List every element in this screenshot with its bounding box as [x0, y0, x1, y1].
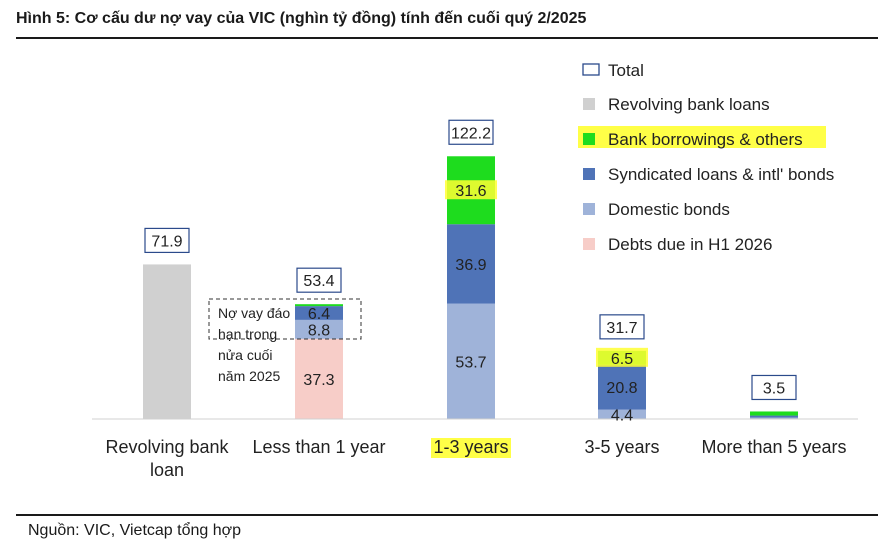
total-label-0: 71.9 — [151, 233, 182, 250]
annotation-line-4: năm 2025 — [218, 368, 280, 384]
legend-swatch-total — [582, 63, 600, 76]
legend-swatch-syndicated-loans-intl-bonds — [583, 168, 595, 180]
legend-highlight — [578, 126, 826, 148]
category-label-1-0: Less than 1 year — [252, 437, 385, 457]
annotation-line-2: hạn trong — [218, 326, 277, 342]
category-label-4-0: More than 5 years — [701, 437, 846, 457]
source-note: Nguồn: VIC, Vietcap tổng hợp — [28, 522, 241, 539]
category-label-3-0: 3-5 years — [584, 437, 659, 457]
legend-swatch-domestic-bonds — [583, 203, 595, 215]
value-label-debts-due-in-h1-2026-1: 37.3 — [303, 372, 334, 389]
value-highlight-2 — [445, 180, 497, 200]
legend-swatch-revolving-bank-loans — [583, 98, 595, 110]
legend-swatch-debts-due-in-h1-2026 — [583, 238, 595, 250]
value-label-domestic-bonds-2: 53.7 — [455, 354, 486, 371]
category-label-0-1: loan — [150, 460, 184, 480]
bar-segment-domestic-bonds-4 — [750, 417, 798, 419]
bar-segment-domestic-bonds-2 — [447, 303, 495, 419]
value-label-domestic-bonds-3: 4.4 — [611, 407, 633, 424]
bar-segment-debts-due-in-h1-2026-1 — [295, 338, 343, 419]
bar-segment-domestic-bonds-3 — [598, 409, 646, 419]
figure-title: Hình 5: Cơ cấu dư nợ vay của VIC (nghìn … — [16, 10, 587, 27]
legend: Total Revolving bank loans Bank borrowings… — [578, 61, 834, 254]
total-box-4 — [751, 374, 797, 401]
legend-label-syndicated-loans-intl-bonds: Syndicated loans & intl' bonds — [608, 165, 834, 184]
total-label-1: 53.4 — [303, 273, 334, 290]
bar-segment-bank-borrowings-others-4 — [750, 411, 798, 416]
category-highlight-2 — [431, 438, 511, 458]
annotation-line-1: Nợ vay đáo — [218, 305, 290, 321]
value-label-syndicated-loans-intl-bonds-2: 36.9 — [455, 257, 486, 274]
bar-segment-syndicated-loans-intl-bonds-4 — [750, 415, 798, 418]
bar-segment-syndicated-loans-intl-bonds-1 — [295, 306, 343, 320]
total-box-1 — [296, 267, 342, 293]
value-label-bank-borrowings-others-3: 6.5 — [611, 351, 633, 368]
value-label-bank-borrowings-others-2: 31.6 — [455, 183, 486, 200]
value-label-syndicated-loans-intl-bonds-1: 6.4 — [308, 306, 330, 323]
value-label-syndicated-loans-intl-bonds-3: 20.8 — [606, 380, 637, 397]
labels-layer: 71.9 Revolving bank loan 37.3 8.86.4 53.4 Less… — [105, 119, 847, 480]
value-label-domestic-bonds-1: 8.8 — [308, 322, 330, 339]
annotation-line-3: nửa cuối — [218, 347, 273, 363]
bar-segment-syndicated-loans-intl-bonds-3 — [598, 364, 646, 410]
bar-segment-syndicated-loans-intl-bonds-2 — [447, 224, 495, 304]
legend-label-revolving-bank-loans: Revolving bank loans — [608, 95, 770, 114]
legend-label-domestic-bonds: Domestic bonds — [608, 200, 730, 219]
total-box-0 — [144, 227, 190, 254]
bars-layer — [143, 156, 798, 419]
total-label-3: 31.7 — [606, 320, 637, 337]
bar-segment-domestic-bonds-1 — [295, 319, 343, 339]
annotation-layer: Nợ vay đáo hạn trong nửa cuối năm 2025 — [208, 298, 362, 384]
top-rule — [16, 37, 878, 39]
bar-segment-bank-borrowings-others-1 — [295, 304, 343, 307]
value-highlight-3 — [596, 347, 648, 367]
total-box-3 — [599, 314, 645, 340]
legend-swatch-bank-borrowings-others — [583, 133, 595, 145]
total-label-2: 122.2 — [451, 125, 491, 142]
category-label-0-0: Revolving bank — [105, 437, 229, 457]
bar-segment-revolving-bank-loans-0 — [143, 264, 191, 419]
total-label-4: 3.5 — [763, 380, 785, 397]
total-box-2 — [448, 119, 494, 145]
legend-label-debts-due-in-h1-2026: Debts due in H1 2026 — [608, 235, 772, 254]
legend-label-bank-borrowings-others: Bank borrowings & others — [608, 130, 803, 149]
bottom-rule — [16, 514, 878, 516]
legend-label-total: Total — [608, 61, 644, 80]
annotation-box — [208, 298, 362, 340]
category-label-2-0: 1-3 years — [433, 437, 508, 457]
